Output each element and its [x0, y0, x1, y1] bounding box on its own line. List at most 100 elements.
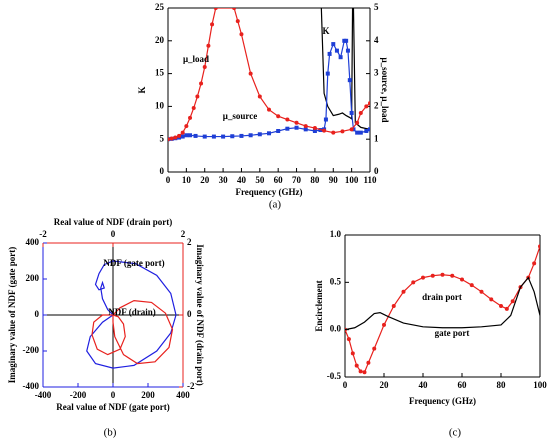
x-axis-label: Real value of NDF (gate port)	[56, 402, 169, 412]
marker	[538, 244, 540, 249]
series-label: drain port	[422, 292, 462, 302]
tick-label: 1.0	[330, 229, 342, 239]
marker	[206, 43, 211, 48]
tick-label: 100	[533, 380, 547, 390]
tick-label: 2	[181, 229, 186, 239]
tick-label: 90	[329, 175, 339, 185]
tick-label: 70	[292, 175, 302, 185]
marker	[430, 273, 435, 278]
marker	[180, 134, 185, 139]
marker	[210, 22, 215, 27]
marker	[221, 134, 226, 139]
marker	[362, 370, 367, 375]
tick-label: 2	[187, 237, 192, 247]
tick-label: 400	[176, 390, 190, 400]
marker	[303, 127, 308, 132]
tick-label: -2	[187, 381, 195, 391]
tick-label: 0	[111, 229, 116, 239]
marker	[345, 48, 350, 53]
marker	[168, 137, 170, 142]
marker	[469, 283, 474, 288]
marker	[180, 130, 185, 135]
marker	[334, 48, 339, 53]
series-label: gate port	[435, 328, 470, 338]
marker	[248, 133, 253, 138]
marker	[411, 280, 416, 285]
tick-label: 5	[374, 2, 379, 12]
tick-label: 30	[219, 175, 229, 185]
marker	[285, 117, 290, 122]
series-line	[320, 8, 370, 130]
marker	[460, 277, 464, 282]
marker	[303, 124, 308, 129]
tick-label: 0	[35, 309, 40, 319]
marker	[510, 299, 515, 304]
marker	[401, 289, 406, 294]
tick-label: 2	[374, 100, 379, 110]
series-label: K	[322, 26, 329, 36]
series-label: μ_source	[223, 111, 257, 121]
marker	[294, 120, 299, 125]
marker	[368, 101, 370, 106]
marker	[489, 297, 494, 302]
x-axis-label: Frequency (GHz)	[235, 187, 302, 197]
marker	[322, 128, 327, 133]
marker	[532, 261, 537, 266]
marker	[285, 126, 290, 131]
tick-label: 60	[458, 380, 468, 390]
y2-axis-label: μ_source, μ_load	[380, 57, 390, 122]
tick-label: 5	[160, 133, 165, 143]
marker	[188, 115, 193, 120]
tick-label: 0.0	[330, 324, 342, 334]
tick-label: 200	[26, 273, 40, 283]
tick-label: -400	[35, 390, 52, 400]
marker	[230, 134, 235, 139]
marker	[355, 120, 360, 125]
marker	[239, 32, 244, 37]
marker	[169, 136, 174, 141]
tick-label: 50	[255, 175, 265, 185]
tick-label: 40	[419, 380, 429, 390]
series-line	[345, 276, 540, 331]
tick-label: -200	[70, 390, 87, 400]
tick-label: 3	[374, 68, 379, 78]
marker	[382, 322, 386, 327]
tick-label: 0	[343, 380, 348, 390]
marker	[211, 134, 216, 139]
marker	[257, 94, 262, 99]
marker	[193, 133, 198, 138]
marker	[327, 51, 332, 56]
tick-label: 80	[310, 175, 320, 185]
y2-axis-label: Imaginary value of NDF (drain port)	[195, 244, 205, 385]
tick-label: 40	[237, 175, 247, 185]
tick-label: 80	[497, 380, 507, 390]
marker	[391, 304, 396, 308]
marker	[350, 351, 355, 356]
marker	[355, 130, 360, 135]
marker	[267, 107, 271, 112]
marker	[232, 8, 237, 10]
marker	[354, 363, 359, 368]
tick-label: 10	[155, 100, 165, 110]
marker	[202, 134, 207, 139]
marker	[340, 129, 345, 134]
marker	[504, 306, 509, 311]
tick-label: -400	[23, 381, 40, 391]
series-line	[91, 299, 174, 365]
marker	[235, 19, 240, 24]
marker	[276, 129, 281, 133]
marker	[450, 273, 455, 278]
marker	[331, 42, 336, 47]
y-axis-label: K	[137, 86, 147, 93]
marker	[358, 110, 363, 115]
marker	[276, 114, 281, 119]
marker	[177, 133, 182, 138]
series-label: μ_load	[183, 54, 209, 64]
marker	[173, 135, 178, 140]
marker	[349, 110, 354, 115]
tick-label: 0	[160, 166, 165, 176]
marker	[239, 133, 244, 138]
series-label: NDF (drain)	[108, 307, 155, 317]
tick-label: -0.5	[327, 371, 342, 381]
tick-label: 200	[141, 390, 155, 400]
